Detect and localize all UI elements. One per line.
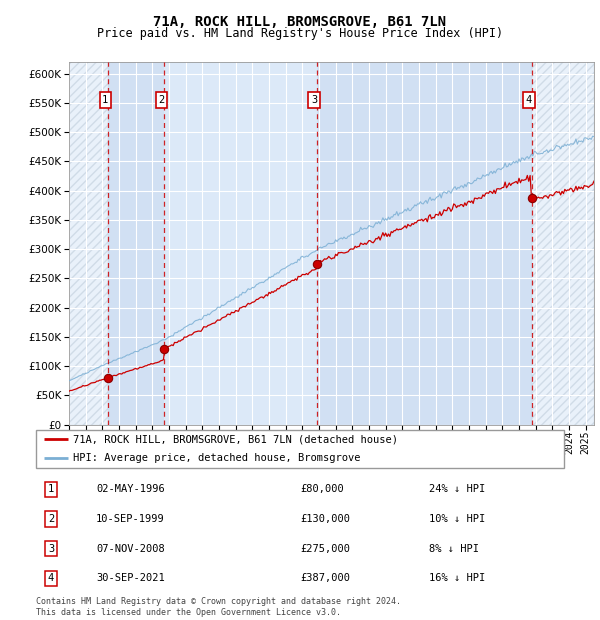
Text: 71A, ROCK HILL, BROMSGROVE, B61 7LN: 71A, ROCK HILL, BROMSGROVE, B61 7LN: [154, 16, 446, 30]
Text: 2: 2: [48, 514, 54, 524]
Text: 3: 3: [48, 544, 54, 554]
Text: 3: 3: [311, 95, 317, 105]
Text: 10% ↓ HPI: 10% ↓ HPI: [429, 514, 485, 524]
Text: 4: 4: [48, 574, 54, 583]
Text: Contains HM Land Registry data © Crown copyright and database right 2024.
This d: Contains HM Land Registry data © Crown c…: [36, 598, 401, 617]
Text: £387,000: £387,000: [300, 574, 350, 583]
Bar: [69, 62, 108, 425]
Text: 02-MAY-1996: 02-MAY-1996: [96, 484, 165, 494]
Text: 10-SEP-1999: 10-SEP-1999: [96, 514, 165, 524]
Text: 07-NOV-2008: 07-NOV-2008: [96, 544, 165, 554]
Text: 16% ↓ HPI: 16% ↓ HPI: [429, 574, 485, 583]
Text: £130,000: £130,000: [300, 514, 350, 524]
Text: 71A, ROCK HILL, BROMSGROVE, B61 7LN (detached house): 71A, ROCK HILL, BROMSGROVE, B61 7LN (det…: [73, 434, 398, 445]
Bar: [317, 62, 532, 425]
Text: 30-SEP-2021: 30-SEP-2021: [96, 574, 165, 583]
Text: £80,000: £80,000: [300, 484, 344, 494]
Text: 24% ↓ HPI: 24% ↓ HPI: [429, 484, 485, 494]
Text: 1: 1: [48, 484, 54, 494]
Text: 8% ↓ HPI: 8% ↓ HPI: [429, 544, 479, 554]
Text: 2: 2: [158, 95, 164, 105]
Text: £275,000: £275,000: [300, 544, 350, 554]
Bar: [108, 62, 164, 425]
FancyBboxPatch shape: [36, 430, 564, 468]
Text: Price paid vs. HM Land Registry's House Price Index (HPI): Price paid vs. HM Land Registry's House …: [97, 27, 503, 40]
Bar: [532, 62, 594, 425]
Text: 4: 4: [526, 95, 532, 105]
Text: HPI: Average price, detached house, Bromsgrove: HPI: Average price, detached house, Brom…: [73, 453, 361, 464]
Text: 1: 1: [102, 95, 109, 105]
